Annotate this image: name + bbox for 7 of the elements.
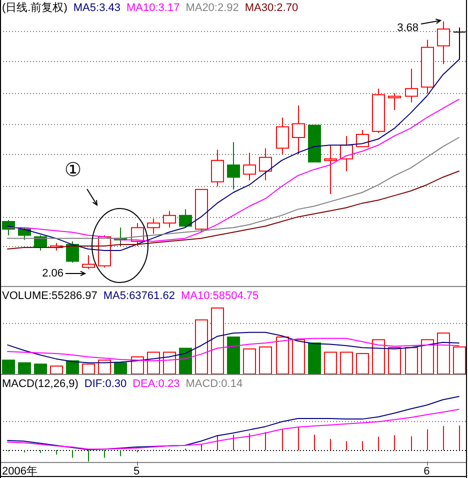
note: 2.06 <box>42 268 64 280</box>
title: (日线.前复权) <box>2 2 68 14</box>
title: MACD(12,26,9) <box>2 378 78 390</box>
title: VOLUME:55286.97 <box>2 290 98 302</box>
note: 3.68 <box>397 22 418 34</box>
note: ① <box>64 160 82 181</box>
note: MACD:0.14 <box>186 378 243 390</box>
